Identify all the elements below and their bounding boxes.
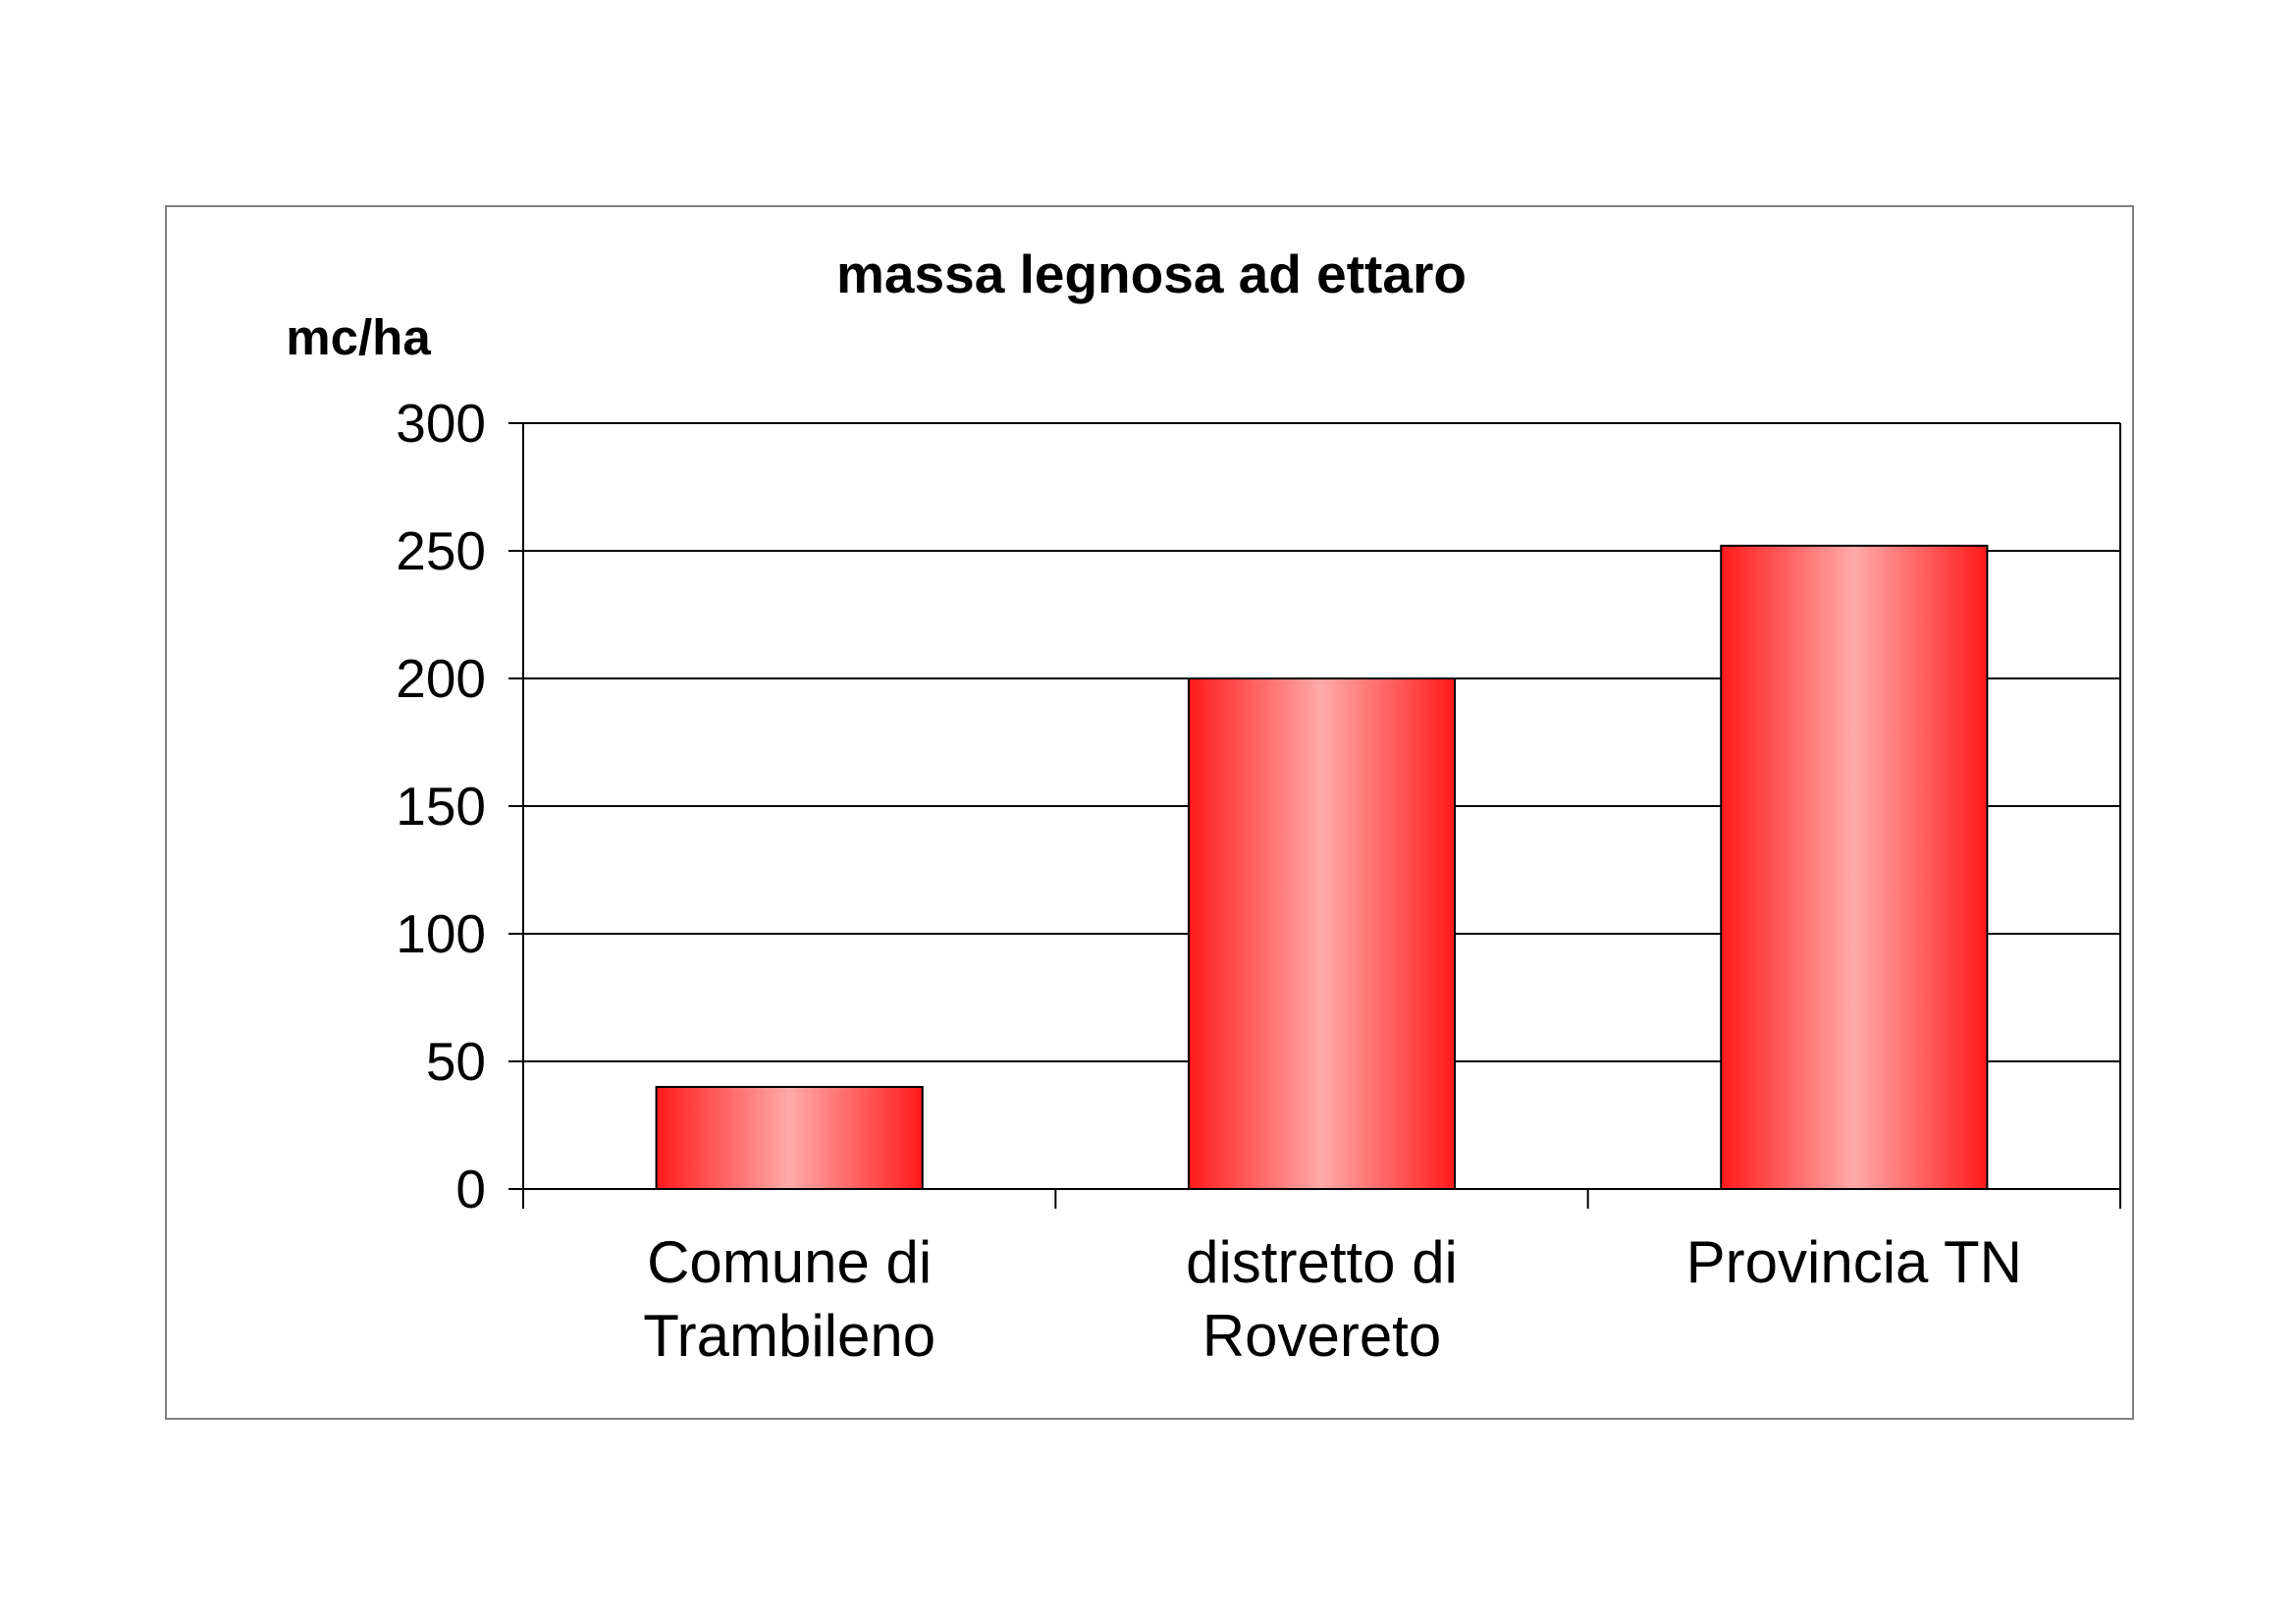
y-tick-label: 0 [455, 1159, 486, 1219]
bar [1187, 677, 1457, 1190]
x-category-label: Trambileno [643, 1303, 935, 1369]
y-tick-label: 150 [396, 776, 486, 837]
x-category-label: Provincia TN [1686, 1229, 2022, 1295]
y-tick-label: 100 [396, 903, 486, 964]
y-tick-label: 250 [396, 520, 486, 581]
bars [655, 544, 1989, 1190]
bar-chart: massa legnosa ad ettaro mc/ha 0 50 100 150 2… [286, 244, 2121, 1369]
bar [1720, 544, 1989, 1190]
chart-title: massa legnosa ad ettaro [836, 244, 1467, 304]
y-tick-label: 300 [396, 393, 486, 454]
x-category-label: distretto di [1186, 1229, 1458, 1295]
x-category-label: Comune di [647, 1229, 932, 1295]
chart-area: massa legnosa ad ettaro mc/ha 0 50 100 150 2… [165, 205, 2134, 1420]
y-tick-label: 200 [396, 648, 486, 709]
bar [655, 1086, 924, 1190]
y-tick-labels: 0 50 100 150 200 250 300 [396, 393, 486, 1219]
axes [508, 422, 2121, 1209]
y-axis-unit-label: mc/ha [286, 309, 431, 365]
x-category-label: Rovereto [1202, 1303, 1441, 1369]
y-tick-label: 50 [426, 1031, 486, 1092]
x-category-labels: Comune di Trambileno distretto di Rovereto P… [643, 1229, 2022, 1369]
